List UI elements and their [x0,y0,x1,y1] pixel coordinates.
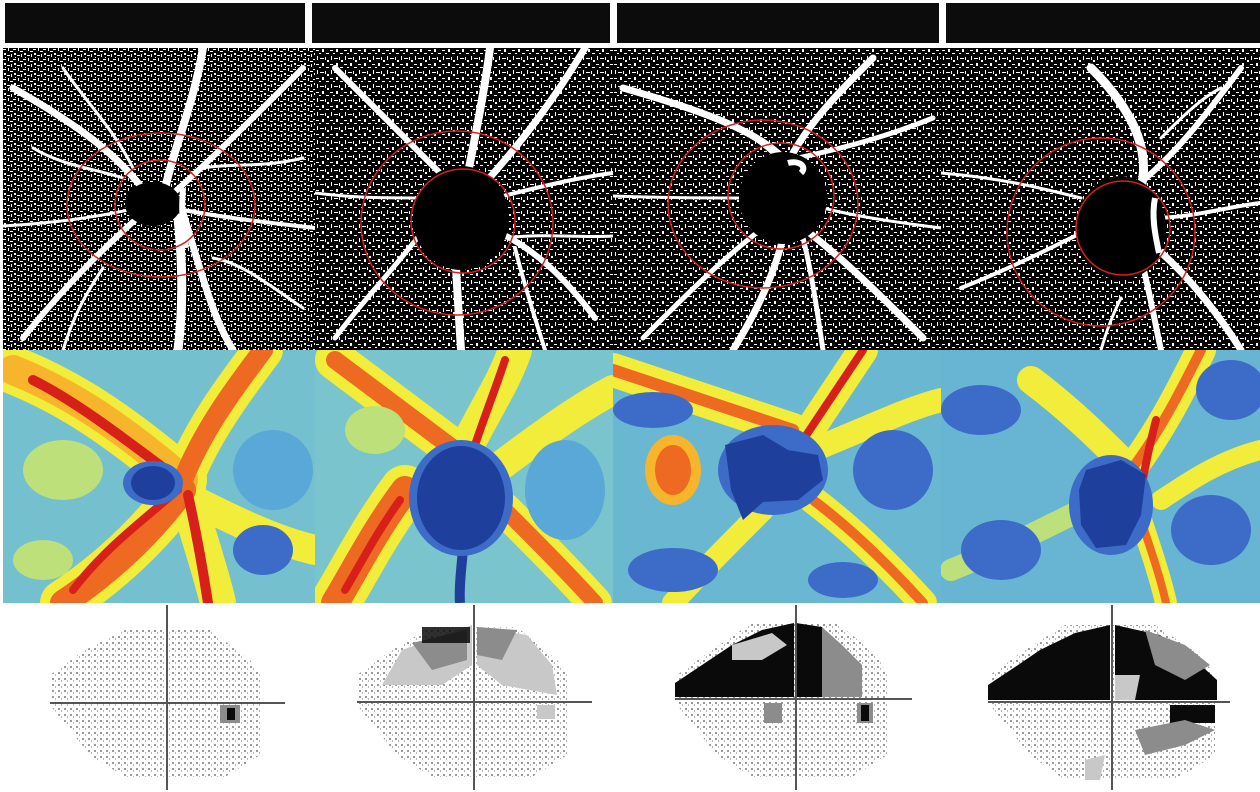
angiogram-panel-4 [941,48,1260,350]
heatmap-panel-3 [613,350,941,603]
column-header-bar-2 [312,3,610,43]
heatmap-panel-1 [3,350,315,603]
heatmap-panel-2 [315,350,613,603]
angiogram-panel-2 [315,48,613,350]
column-header-bar-3 [617,3,939,43]
visual-field-plot-3 [672,605,917,790]
angiogram-panel-1 [3,48,315,350]
column-header-bar-1 [5,3,305,43]
visual-field-plot-4 [985,605,1235,790]
visual-field-plot-1 [45,605,290,790]
visual-field-plot-2 [352,605,597,790]
column-header-bar-4 [946,3,1260,43]
heatmap-panel-4 [941,350,1260,603]
angiogram-panel-3 [613,48,941,350]
